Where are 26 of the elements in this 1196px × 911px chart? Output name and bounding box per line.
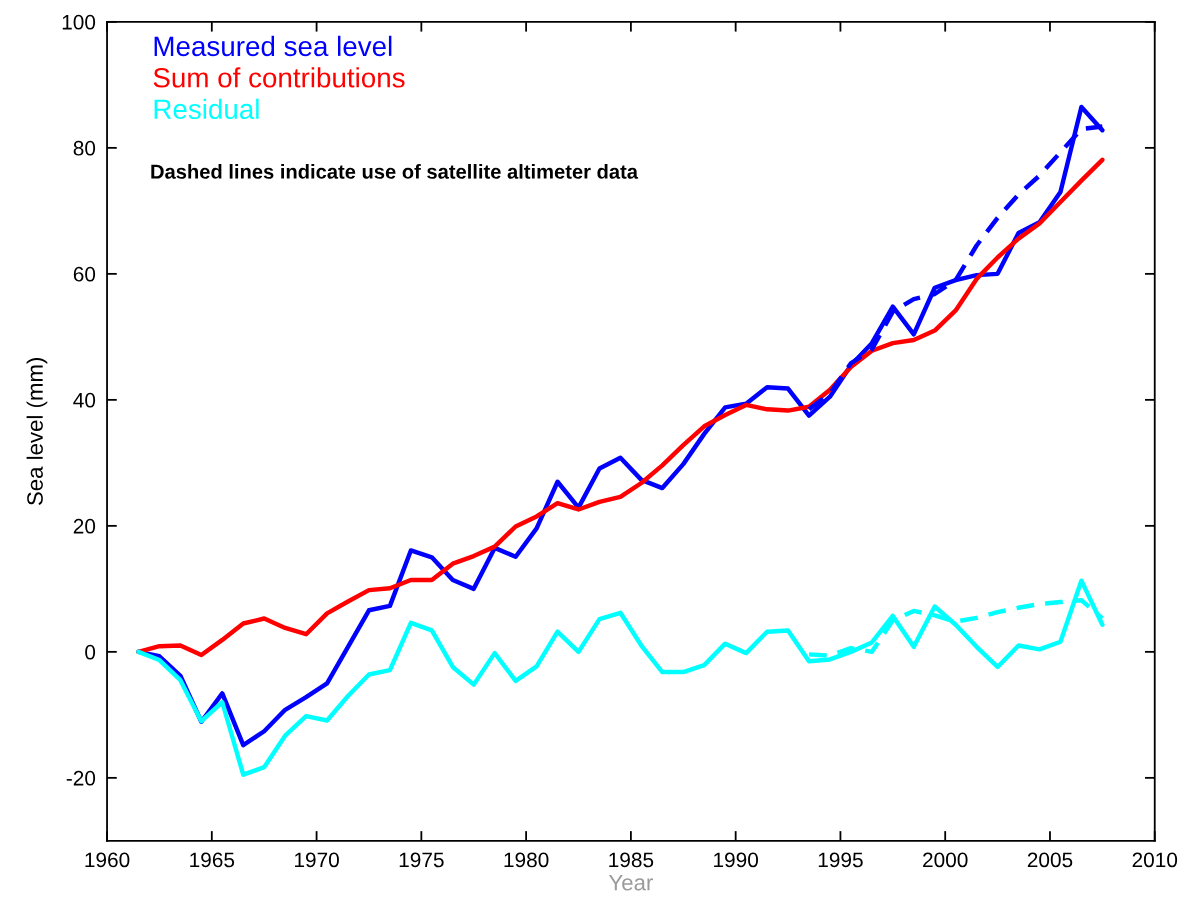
text: Measured sea level [154,35,392,57]
x-tick-label: 1970 [295,852,339,868]
x-tick-label: 1995 [818,852,863,868]
annotation: Dashed lines indicate use of satellite altimeter data [151,163,639,179]
x-axis-title: Year [608,874,653,891]
y-tick-label: 20 [73,518,96,534]
line-series [136,578,1105,777]
x-tick-label: 2010 [1132,852,1178,868]
x-tick-label: 1985 [609,852,654,868]
y-tick-label: 40 [73,392,96,408]
line-series [136,157,1105,658]
x-tick-label: 1975 [399,852,444,868]
x-tick-label: 1990 [714,852,759,868]
y-tick-label: -20 [66,770,96,786]
x-tick-label: 1965 [190,852,235,868]
text: Residual [154,98,259,120]
text: Sum of contributions [153,67,405,88]
x-tick-label: 2005 [1027,852,1073,868]
x-tick-label: 2000 [923,852,968,868]
y-tick-label: 100 [62,14,96,30]
x-tick-label: 1960 [85,852,130,868]
y-tick-label: 0 [85,644,96,660]
y-axis-title: Sea level (mm) [26,358,48,506]
x-tick-label: 1980 [504,852,549,868]
y-tick-label: 80 [73,140,96,156]
y-tick-label: 60 [73,266,96,282]
